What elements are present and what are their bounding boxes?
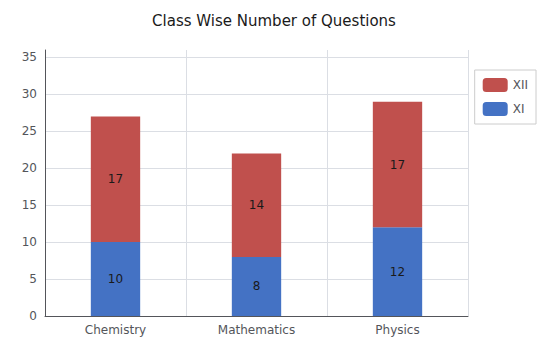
svg-text:0: 0 <box>29 309 37 323</box>
svg-text:14: 14 <box>249 198 264 212</box>
svg-text:5: 5 <box>29 272 37 286</box>
svg-text:XI: XI <box>513 102 525 116</box>
svg-text:17: 17 <box>108 172 123 186</box>
svg-text:Class Wise Number of Questions: Class Wise Number of Questions <box>152 12 396 30</box>
svg-text:25: 25 <box>22 124 37 138</box>
svg-text:20: 20 <box>22 161 37 175</box>
svg-text:10: 10 <box>108 272 123 286</box>
svg-text:Mathematics: Mathematics <box>218 323 295 337</box>
svg-text:15: 15 <box>22 198 37 212</box>
svg-text:17: 17 <box>390 158 405 172</box>
svg-text:30: 30 <box>22 87 37 101</box>
svg-text:12: 12 <box>390 265 405 279</box>
svg-text:Chemistry: Chemistry <box>85 323 146 337</box>
svg-text:Physics: Physics <box>375 323 419 337</box>
svg-text:8: 8 <box>253 279 261 293</box>
svg-text:XII: XII <box>513 78 528 92</box>
svg-text:10: 10 <box>22 235 37 249</box>
svg-text:35: 35 <box>22 50 37 64</box>
